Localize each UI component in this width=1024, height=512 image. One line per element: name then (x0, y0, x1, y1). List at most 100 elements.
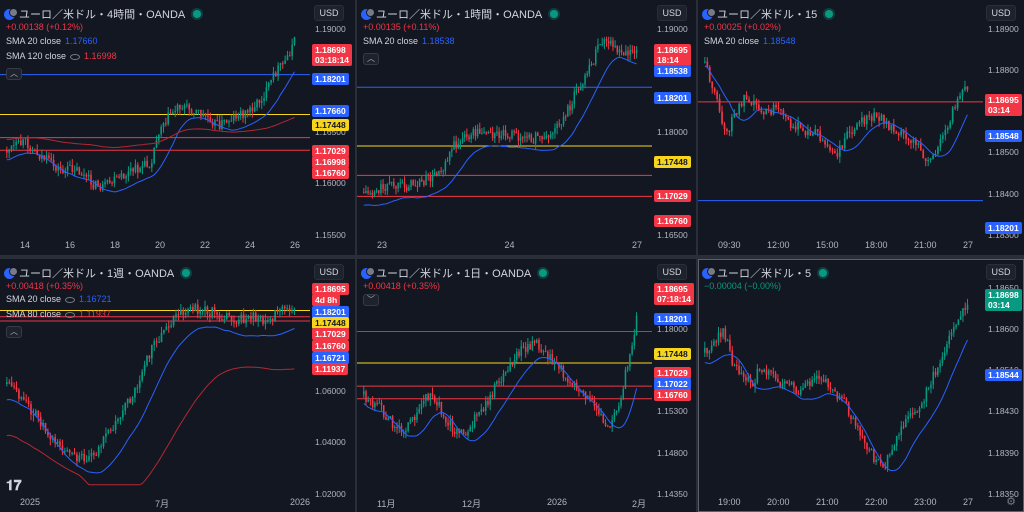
candle-body (276, 310, 279, 312)
candle-body (750, 102, 753, 105)
eye-icon[interactable] (65, 311, 76, 318)
candle-body (891, 450, 893, 455)
y-axis-tick: 1.19000 (657, 24, 688, 34)
chart-title[interactable]: ユーロ／米ドル・1日・OANDA (376, 268, 532, 280)
candle-body (745, 94, 748, 100)
candle-body (604, 423, 607, 426)
candle-body (937, 367, 939, 376)
currency-button[interactable]: USD (314, 5, 344, 21)
chart-title[interactable]: ユーロ／米ドル・5 (717, 268, 812, 280)
gear-icon[interactable]: ⚙ (1006, 496, 1016, 508)
chart-canvas-4h[interactable] (0, 0, 355, 255)
y-axis-tick: 1.02000 (315, 488, 346, 499)
candle-body (886, 454, 889, 468)
candle-body (155, 341, 158, 343)
collapse-legend-button[interactable]: ﹀ (363, 294, 379, 306)
candle-body (480, 409, 483, 412)
chart-canvas-5m[interactable] (698, 259, 1024, 512)
candle-body (751, 382, 754, 387)
candle-body (878, 116, 880, 121)
sma-line[interactable] (6, 117, 295, 149)
collapse-legend-button[interactable]: ︿ (6, 326, 22, 338)
candle-body (825, 378, 827, 382)
y-axis-tick: 1.18500 (988, 147, 1019, 158)
sma-line[interactable] (704, 339, 968, 472)
chart-panel-5m[interactable]: ユーロ／米ドル・5 −0.00004 (−0.00%) USD ⚙ 1.1865… (698, 259, 1024, 512)
candle-body (474, 129, 477, 137)
eye-icon[interactable] (65, 296, 76, 303)
indicator-sma20[interactable]: SMA 20 close 1.18538 (363, 36, 455, 46)
candle-body (73, 452, 76, 455)
chart-canvas-15m[interactable] (698, 0, 1024, 255)
candle-body (511, 131, 513, 139)
indicator-sma20[interactable]: SMA 20 close 1.16721 (6, 294, 112, 304)
candle-body (387, 418, 389, 420)
candle-body (907, 416, 909, 419)
candle-body (271, 318, 274, 321)
candle-body (402, 432, 405, 434)
currency-button[interactable]: USD (657, 5, 687, 21)
currency-button[interactable]: USD (986, 5, 1016, 21)
candle-body (54, 437, 57, 444)
chart-panel-1h[interactable]: ユーロ／米ドル・1時間・OANDA +0.00135 (+0.11%) SMA … (357, 0, 696, 255)
candle-body (626, 366, 629, 370)
indicator-sma20[interactable]: SMA 20 close 1.18548 (704, 36, 796, 46)
candle-body (564, 116, 567, 118)
candle-body (772, 371, 775, 374)
x-axis-tick: 27 (632, 240, 643, 250)
price-tag: 1.18695 07:18:14 (654, 283, 695, 305)
candle-body (365, 391, 367, 402)
candle-body (363, 391, 365, 395)
x-axis-tick: 20 (155, 240, 166, 250)
sma-line[interactable] (6, 71, 295, 193)
tradingview-logo-icon[interactable]: 𝟏𝟕 (6, 477, 22, 493)
candle-body (235, 114, 237, 119)
x-axis-tick: 18 (110, 240, 121, 250)
currency-button[interactable]: USD (986, 264, 1016, 280)
candle-body (553, 362, 556, 365)
collapse-legend-button[interactable]: ︿ (6, 68, 22, 80)
currency-button[interactable]: USD (657, 264, 687, 280)
sma-line[interactable] (363, 356, 638, 442)
candle-body (382, 184, 384, 189)
sma-line[interactable] (704, 65, 968, 157)
candle-body (733, 365, 736, 367)
indicator-sma80[interactable]: SMA 80 close 1.11937 (6, 309, 111, 319)
chart-panel-1d[interactable]: ユーロ／米ドル・1日・OANDA +0.00418 (+0.35%) ﹀ USD… (357, 259, 696, 512)
chart-title[interactable]: ユーロ／米ドル・15 (717, 9, 818, 21)
x-axis-tick: 19:00 (718, 497, 741, 507)
candle-body (211, 307, 214, 317)
chart-panel-1w[interactable]: ユーロ／米ドル・1週・OANDA +0.00418 (+0.35%) SMA 2… (0, 259, 355, 512)
price-tag: 1.17029 (312, 328, 349, 340)
candle-body (176, 104, 179, 112)
chart-canvas-1h[interactable] (357, 0, 696, 255)
candle-body (197, 109, 200, 111)
countdown-label: 03:14 (988, 300, 1010, 310)
chart-panel-15m[interactable]: ユーロ／米ドル・15 +0.00025 (+0.02%) SMA 20 clos… (698, 0, 1024, 255)
candle-body (158, 341, 160, 343)
candle-body (521, 137, 524, 139)
chart-title[interactable]: ユーロ／米ドル・4時間・OANDA (19, 9, 186, 21)
candle-body (797, 122, 799, 130)
candle-body (263, 98, 265, 101)
indicator-sma120[interactable]: SMA 120 close 1.16998 (6, 51, 117, 61)
x-axis-tick: 2026 (547, 497, 568, 507)
sma-line[interactable] (6, 326, 295, 474)
chart-canvas-1d[interactable] (357, 259, 696, 512)
candle-body (252, 312, 255, 320)
chart-canvas-1w[interactable] (0, 259, 355, 512)
sma-line[interactable] (6, 366, 295, 486)
candle-body (258, 99, 261, 103)
sma-line[interactable] (363, 56, 637, 207)
candle-body (948, 335, 951, 345)
currency-button[interactable]: USD (314, 264, 344, 280)
chart-title[interactable]: ユーロ／米ドル・1週・OANDA (19, 268, 175, 280)
chart-title[interactable]: ユーロ／米ドル・1時間・OANDA (376, 9, 543, 21)
indicator-sma20[interactable]: SMA 20 close 1.17660 (6, 36, 98, 46)
candle-body (719, 332, 722, 337)
eye-icon[interactable] (70, 53, 81, 60)
chart-panel-4h[interactable]: ユーロ／米ドル・4時間・OANDA +0.00138 (+0.12%) SMA … (0, 0, 355, 255)
candle-body (890, 125, 893, 130)
candle-body (549, 134, 552, 138)
collapse-legend-button[interactable]: ︿ (363, 53, 379, 65)
